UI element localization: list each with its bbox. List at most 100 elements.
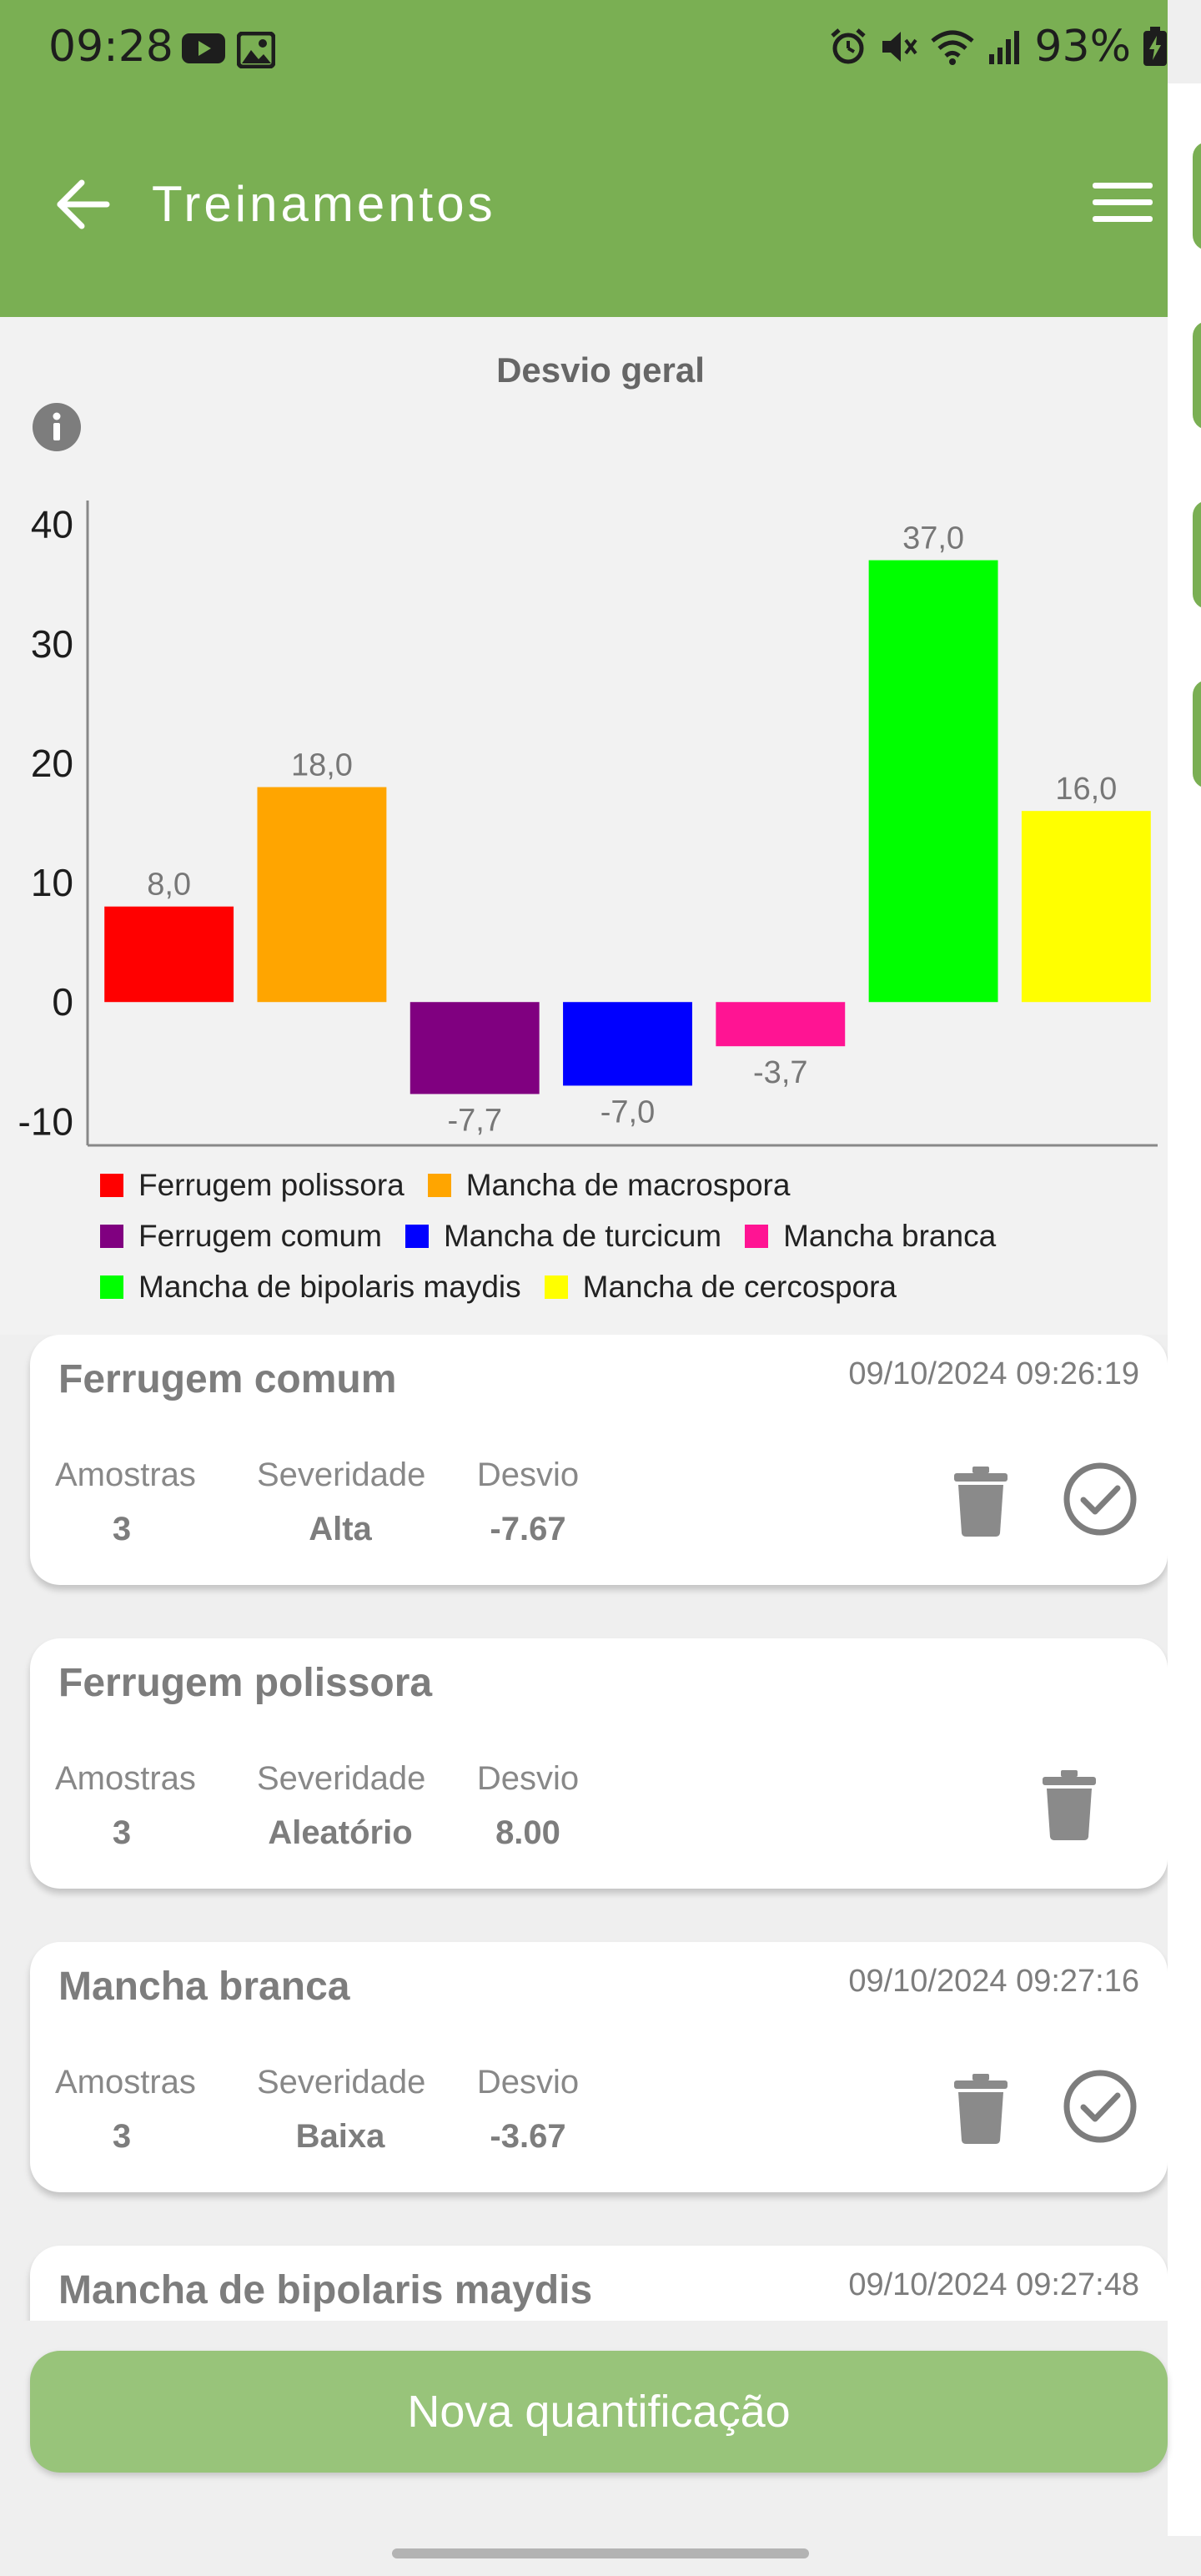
legend-item: Mancha branca [745, 1219, 996, 1254]
card-date: 09/10/2024 09:27:16 [848, 1964, 1139, 1999]
stat-value: Baixa [295, 2118, 385, 2155]
legend-item: Ferrugem polissora [100, 1168, 405, 1203]
bar-value-label: 18,0 [291, 748, 353, 783]
legend-label: Mancha de macrospora [465, 1167, 791, 1202]
card-stat: Severidade Alta [257, 1457, 426, 1548]
stat-label: Amostras [55, 2064, 196, 2101]
card-stat: Desvio -7.67 [474, 1457, 582, 1548]
wifi-icon [931, 30, 975, 65]
legend-item: Mancha de bipolaris maydis [100, 1270, 521, 1305]
drawer-tab[interactable] [1193, 680, 1201, 788]
status-time: 09:28 [48, 22, 173, 72]
bar-value-label: 16,0 [1055, 772, 1117, 807]
legend-row: Ferrugem comum Mancha de turcicum Mancha b… [100, 1210, 1151, 1261]
card-stat: Amostras 3 [55, 2064, 196, 2156]
stat-value: 3 [112, 1511, 132, 1547]
legend-item: Mancha de cercospora [544, 1269, 897, 1305]
hamburger-menu-icon[interactable] [1093, 179, 1153, 226]
stat-value: Alta [309, 1511, 372, 1547]
deviation-bar-chart: 40 30 20 10 0 -10 8,0 18,0 -7,7 -7,0 -3,7 37,0 16,0 [18, 501, 1158, 1147]
status-bar: 09:28 93% [0, 0, 1168, 100]
stat-value: -7.67 [490, 1511, 566, 1547]
y-tick-label: -10 [18, 1099, 73, 1143]
card-title: Ferrugem polissora [58, 1661, 433, 1705]
home-indicator[interactable] [392, 2548, 809, 2558]
chart-legend: Ferrugem polissora Mancha de macrospora Fe… [100, 1160, 1151, 1312]
bar-value-label: -7,0 [600, 1094, 655, 1130]
card-stat: Desvio -3.67 [474, 2064, 582, 2156]
card-title: Mancha de bipolaris maydis [58, 2268, 593, 2312]
legend-swatch [427, 1173, 451, 1197]
card-stat: Amostras 3 [55, 1457, 196, 1548]
drawer-tab[interactable] [1193, 501, 1201, 609]
drawer-tab[interactable] [1193, 321, 1201, 430]
legend-label: Mancha de cercospora [582, 1269, 897, 1304]
stat-value: -3.67 [490, 2118, 566, 2155]
trash-icon[interactable] [954, 1467, 1008, 1537]
stat-label: Severidade [257, 1457, 426, 1493]
bar-value-label: -3,7 [753, 1055, 807, 1090]
stat-label: Severidade [257, 2064, 426, 2101]
legend-label: Mancha de bipolaris maydis [138, 1269, 521, 1304]
bar-value-label: 8,0 [147, 868, 191, 903]
card-title: Mancha branca [58, 1965, 350, 2009]
training-card[interactable]: Ferrugem comum 09/10/2024 09:26:19 Amostra… [30, 1335, 1168, 1585]
stat-label: Amostras [55, 1760, 196, 1797]
alarm-icon [831, 28, 867, 64]
card-date: 09/10/2024 09:26:19 [848, 1356, 1139, 1391]
battery-percent: 93% [1034, 22, 1131, 72]
trash-icon[interactable] [1043, 1770, 1096, 1840]
arrow-left-icon[interactable] [52, 173, 115, 236]
check-circle-icon[interactable] [1063, 1462, 1138, 1537]
chart-bar [716, 1002, 846, 1047]
chart-bar [868, 560, 998, 1003]
y-tick-label: 20 [31, 742, 73, 785]
gallery-icon [237, 32, 275, 68]
card-stat: Severidade Aleatório [257, 1760, 426, 1852]
legend-item: Mancha de turcicum [405, 1219, 721, 1254]
stat-label: Desvio [476, 1760, 580, 1797]
legend-label: Ferrugem polissora [138, 1167, 405, 1202]
card-stat: Desvio 8.00 [474, 1760, 582, 1852]
chart-bar [257, 787, 387, 1003]
legend-row: Ferrugem polissora Mancha de macrospora [100, 1160, 1151, 1210]
trash-icon[interactable] [954, 2074, 1008, 2144]
legend-swatch [100, 1275, 123, 1299]
battery-charging-icon [1143, 27, 1167, 66]
training-card[interactable]: Mancha branca 09/10/2024 09:27:16 Amostras… [30, 1942, 1168, 2192]
mute-icon [882, 32, 918, 62]
legend-swatch [544, 1275, 568, 1299]
training-card[interactable]: Ferrugem polissora Amostras 3 Severidade Ale… [30, 1638, 1168, 1889]
training-card[interactable]: Mancha de bipolaris maydis 09/10/2024 09:… [30, 2246, 1168, 2321]
bar-value-label: 37,0 [902, 521, 964, 556]
legend-item: Ferrugem comum [100, 1219, 382, 1254]
y-tick-label: 0 [52, 980, 73, 1024]
app-bar: Treinamentos [0, 100, 1168, 317]
info-icon[interactable] [32, 402, 82, 452]
training-list[interactable]: Ferrugem comum 09/10/2024 09:26:19 Amostra… [0, 1335, 1168, 2321]
y-tick-label: 10 [31, 861, 73, 904]
new-quantification-button[interactable]: Nova quantificação [30, 2351, 1168, 2473]
stat-label: Severidade [257, 1760, 426, 1797]
stat-value: Aleatório [268, 1814, 413, 1851]
youtube-icon [182, 33, 225, 63]
stat-label: Desvio [476, 2064, 580, 2101]
legend-label: Ferrugem comum [138, 1218, 382, 1253]
legend-swatch [100, 1224, 123, 1248]
chart-bar [563, 1002, 692, 1086]
legend-label: Mancha branca [783, 1218, 997, 1253]
stat-value: 8.00 [495, 1814, 560, 1851]
y-tick-label: 40 [31, 503, 73, 546]
y-tick-label: 30 [31, 622, 73, 666]
card-date: 09/10/2024 09:27:48 [848, 2267, 1139, 2302]
check-circle-icon[interactable] [1063, 2069, 1138, 2144]
side-drawer-edge[interactable] [1168, 83, 1201, 2536]
signal-icon [989, 31, 1020, 64]
drawer-tab[interactable] [1193, 142, 1201, 250]
stat-value: 3 [112, 1814, 132, 1851]
legend-swatch [100, 1173, 123, 1197]
legend-row: Mancha de bipolaris maydis Mancha de cerc… [100, 1261, 1151, 1312]
stat-label: Desvio [476, 1457, 580, 1493]
page-title: Treinamentos [152, 176, 496, 232]
legend-label: Mancha de turcicum [443, 1218, 722, 1253]
